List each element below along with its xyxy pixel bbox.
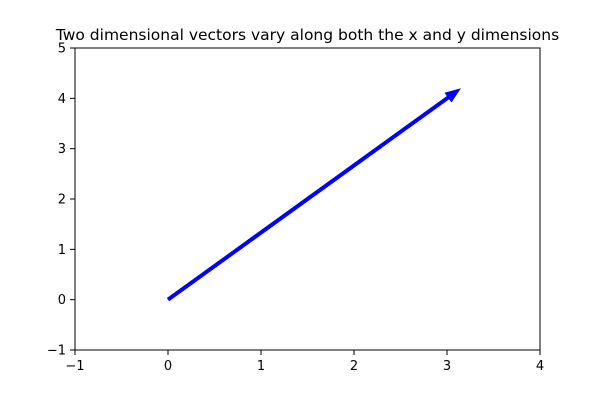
vector-arrow-head (444, 88, 461, 103)
y-tick-label: 3 (58, 142, 66, 157)
y-tick-label: 2 (58, 193, 66, 208)
y-tick-label: 5 (58, 42, 66, 57)
x-tick-label: 3 (443, 359, 451, 374)
x-tick-label: −1 (65, 359, 84, 374)
x-tick-label: 1 (257, 359, 265, 374)
y-tick-label: 0 (58, 293, 66, 308)
y-tick-label: −1 (47, 344, 66, 359)
vector-arrow-shaft (166, 94, 451, 302)
vector-arrow (166, 88, 461, 302)
chart-title: Two dimensional vectors vary along both … (55, 26, 559, 44)
x-tick-label: 2 (350, 359, 358, 374)
x-tick-label: 0 (164, 359, 172, 374)
y-tick-label: 4 (58, 92, 66, 107)
y-tick-label: 1 (58, 243, 66, 258)
x-tick-label: 4 (536, 359, 544, 374)
